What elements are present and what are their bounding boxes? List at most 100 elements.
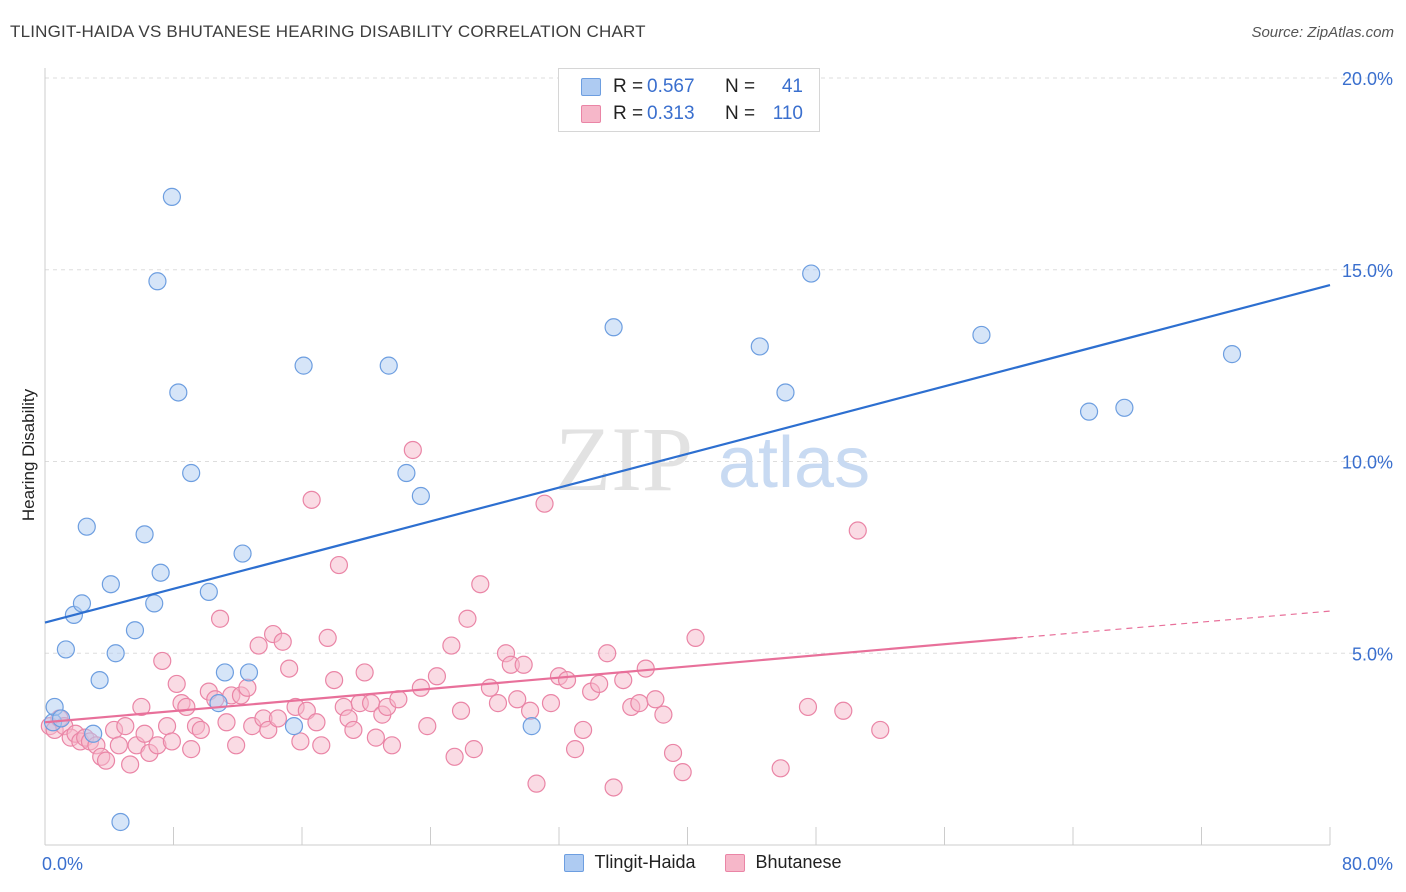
- point-tlingit-haida: [284, 717, 304, 736]
- chart-title: TLINGIT-HAIDA VS BHUTANESE HEARING DISAB…: [10, 22, 646, 41]
- point-tlingit-haida: [148, 272, 167, 291]
- y-tick-label: 10.0%: [1342, 453, 1393, 473]
- point-bhutanese: [121, 755, 140, 774]
- legend-swatch-tlingit-haida: [564, 853, 585, 872]
- point-bhutanese: [157, 717, 177, 736]
- point-bhutanese: [318, 628, 337, 648]
- point-bhutanese: [389, 690, 408, 709]
- legend-label-tlingit-haida: Tlingit-Haida: [594, 852, 696, 872]
- point-bhutanese: [480, 678, 500, 697]
- point-bhutanese: [686, 628, 705, 648]
- point-tlingit-haida: [215, 663, 234, 682]
- y-tick-label: 15.0%: [1342, 261, 1393, 281]
- point-bhutanese: [614, 670, 633, 690]
- point-bhutanese: [535, 494, 554, 513]
- point-bhutanese: [771, 759, 790, 778]
- legend-item-bhutanese[interactable]: Bhutanese: [725, 852, 842, 873]
- point-bhutanese: [654, 705, 673, 724]
- point-bhutanese: [227, 736, 246, 755]
- x-tick-label-max: 80.0%: [1342, 854, 1393, 874]
- point-bhutanese: [520, 701, 540, 720]
- point-bhutanese: [471, 575, 490, 594]
- point-tlingit-haida: [239, 663, 259, 682]
- point-tlingit-haida: [750, 337, 769, 356]
- point-bhutanese: [191, 720, 210, 740]
- watermark-zip: ZIP: [555, 408, 693, 510]
- point-bhutanese: [135, 724, 154, 743]
- point-bhutanese: [109, 736, 128, 755]
- point-tlingit-haida: [522, 717, 541, 736]
- x-tick-label-min: 0.0%: [42, 854, 83, 874]
- point-tlingit-haida: [1222, 345, 1242, 364]
- point-bhutanese: [673, 763, 692, 782]
- point-bhutanese: [291, 732, 310, 751]
- legend-item-tlingit-haida[interactable]: Tlingit-Haida: [564, 852, 695, 873]
- point-bhutanese: [798, 697, 818, 717]
- data-points: [40, 187, 1242, 832]
- source-credit: Source: ZipAtlas.com: [1251, 24, 1394, 41]
- point-bhutanese: [451, 701, 471, 720]
- point-bhutanese: [217, 713, 236, 732]
- trend-line-bhutanese-extension: [1016, 610, 1331, 639]
- point-bhutanese: [182, 740, 201, 759]
- point-tlingit-haida: [182, 463, 201, 483]
- legend-swatch-tlingit-haida: [581, 78, 601, 96]
- point-bhutanese: [329, 555, 349, 575]
- legend-n-label: N =: [725, 103, 756, 124]
- point-bhutanese: [514, 655, 533, 674]
- axis-labels: 5.0% 10.0% 15.0% 20.0% 0.0% 80.0% Hearing Disa…: [19, 69, 1393, 874]
- point-bhutanese: [663, 743, 683, 763]
- legend-n-value: 110: [772, 103, 803, 124]
- legend-r-label: R =: [613, 103, 644, 124]
- point-bhutanese: [167, 674, 186, 694]
- legend-r-value: 0.313: [647, 103, 695, 124]
- point-bhutanese: [132, 697, 151, 717]
- point-bhutanese: [280, 659, 299, 678]
- y-tick-label: 20.0%: [1342, 69, 1393, 89]
- legend-row-tlingit-haida: R = 0.567 N = 41: [581, 73, 803, 101]
- trend-line-bhutanese: [44, 636, 1017, 724]
- point-tlingit-haida: [77, 517, 96, 536]
- point-bhutanese: [557, 670, 577, 690]
- point-tlingit-haida: [162, 187, 181, 206]
- point-tlingit-haida: [233, 544, 252, 563]
- point-bhutanese: [848, 521, 867, 540]
- point-bhutanese: [464, 740, 483, 759]
- point-bhutanese: [418, 717, 437, 736]
- point-tlingit-haida: [294, 356, 313, 375]
- point-bhutanese: [565, 740, 585, 759]
- point-bhutanese: [273, 632, 292, 651]
- point-bhutanese: [307, 713, 326, 732]
- point-tlingit-haida: [56, 640, 75, 659]
- point-tlingit-haida: [84, 724, 103, 743]
- trend-line-tlingit-haida: [44, 284, 1331, 624]
- point-bhutanese: [604, 778, 623, 797]
- point-bhutanese: [411, 678, 430, 697]
- legend-n-value: 41: [781, 76, 803, 97]
- point-bhutanese: [646, 690, 665, 709]
- point-tlingit-haida: [101, 575, 120, 594]
- point-bhutanese: [427, 667, 447, 686]
- legend-swatch-bhutanese: [725, 853, 746, 872]
- point-bhutanese: [630, 694, 649, 713]
- legend-label-bhutanese: Bhutanese: [755, 852, 842, 872]
- point-tlingit-haida: [397, 463, 416, 483]
- point-bhutanese: [96, 751, 116, 770]
- legend-n-label: N =: [725, 76, 756, 97]
- point-bhutanese: [210, 609, 230, 628]
- point-bhutanese: [834, 701, 853, 720]
- point-bhutanese: [598, 644, 617, 663]
- point-bhutanese: [573, 720, 593, 740]
- point-bhutanese: [268, 709, 288, 728]
- point-bhutanese: [403, 440, 422, 460]
- point-bhutanese: [355, 663, 374, 682]
- point-tlingit-haida: [1079, 402, 1099, 421]
- watermark-atlas: atlas: [718, 423, 870, 503]
- point-tlingit-haida: [1115, 398, 1134, 417]
- point-bhutanese: [366, 728, 385, 747]
- point-bhutanese: [116, 717, 135, 736]
- point-bhutanese: [508, 690, 527, 709]
- point-tlingit-haida: [972, 325, 991, 345]
- point-bhutanese: [153, 651, 172, 671]
